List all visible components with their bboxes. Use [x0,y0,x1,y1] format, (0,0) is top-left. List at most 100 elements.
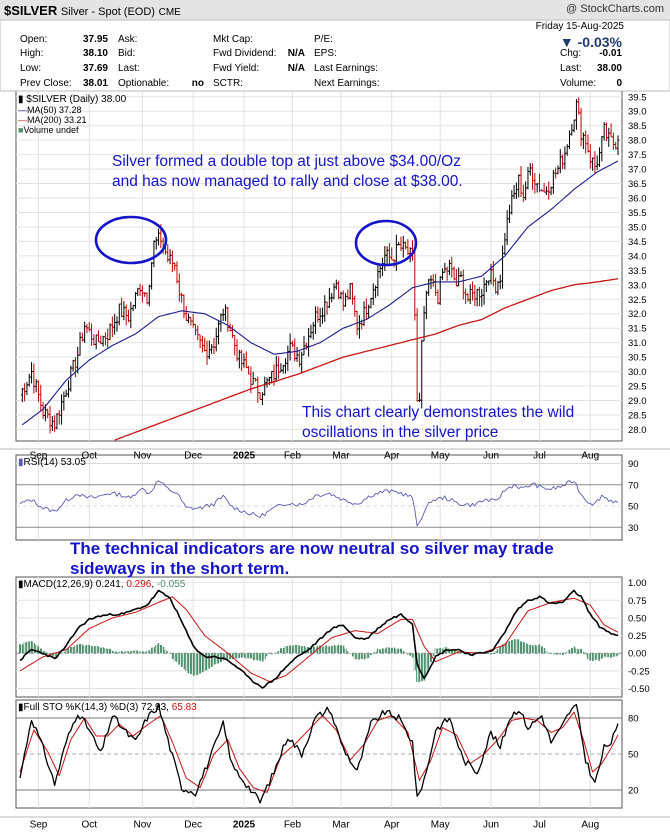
macd-tick-label: 0.25 [628,631,647,642]
macd-histogram-bar [321,646,324,654]
macd-histogram-bar [252,653,255,661]
macd-icon: ▮ [18,579,24,590]
earnings-label: EPS: [314,48,337,59]
fundamental-value: N/A [287,63,305,74]
rsi-line [19,480,619,527]
macd-histogram-bar [404,652,407,654]
macd-histogram-bar [28,641,31,654]
macd-histogram-bar [178,653,181,665]
macd-histogram-bar [427,653,430,669]
macd-histogram-bar [369,653,373,655]
macd-histogram-bar [614,653,617,657]
macd-histogram-bar [134,650,137,654]
macd-histogram-bar [118,651,121,654]
macd-histogram-bar [563,653,566,654]
month-tick-label: Jun [483,450,499,461]
macd-histogram-bar [238,653,241,658]
macd-histogram-bar [35,644,38,654]
macd-histogram-bar [346,651,349,654]
price-tick-label: 34.0 [628,251,647,262]
volume-legend: Volume undef [23,125,79,135]
macd-histogram-bar [92,646,95,654]
price-tick-label: 31.0 [628,338,647,349]
macd-histogram-bar [152,647,156,654]
change-down-icon: ▼ [559,34,574,50]
macd-histogram-bar [222,653,225,661]
macd-histogram-bar [554,653,557,655]
price-legend-icon: ▮ [18,94,24,105]
month-tick-label: Dec [184,450,202,461]
macd-histogram-bar [589,653,592,661]
price-tick-label: 35.0 [628,222,647,233]
macd-histogram-bar [342,645,345,654]
price-tick-label: 35.5 [628,208,647,219]
macd-histogram-bar [365,653,368,659]
macd-histogram-bar [201,653,204,673]
annotation-top-line1: Silver formed a double top at just above… [112,153,461,170]
month-tick-label: Jul [533,450,546,461]
macd-histogram-bar [32,643,35,654]
month-tick-label: Aug [581,450,599,461]
macd-histogram-bar [351,653,354,657]
macd-hist-value: -0.055 [156,579,186,590]
macd-histogram-bar [164,649,167,654]
macd-histogram-bar [575,648,578,654]
month-tick-label: Sep [30,819,48,830]
month-tick-label: Apr [384,450,400,461]
macd-histogram-bar [150,647,153,654]
macd-histogram-bar [494,650,497,654]
macd-histogram-bar [268,653,271,654]
quote2-value: no [191,78,204,89]
macd-histogram-bar [256,653,259,661]
macd-histogram-bar [540,646,543,654]
macd-histogram-bar [513,639,516,654]
annotation-bottom-line2: oscillations in the silver price [302,424,499,441]
macd-histogram-bar [226,653,229,660]
macd-histogram-bar [139,651,142,654]
macd-histogram-bar [143,651,146,654]
macd-histogram-bar [520,641,523,654]
macd-histogram-bar [240,653,243,658]
macd-histogram-bar [386,647,389,654]
macd-histogram-bar [586,653,590,660]
price-tick-label: 28.0 [628,425,647,436]
rsi-title: RSI(14) 53.05 [23,457,86,468]
macd-histogram-bar [556,653,560,655]
month-tick-label: Nov [133,819,151,830]
macd-histogram-bar [187,653,190,674]
macd-histogram-bar [83,645,86,654]
macd-histogram-bar [88,644,91,654]
quote2-label: Optionable: [118,78,170,89]
macd-histogram-bar [395,649,398,654]
macd-histogram-bar [552,653,555,655]
quote-value: 37.95 [82,34,108,45]
macd-histogram-bar [420,653,423,682]
macd-histogram-bar [203,653,206,671]
macd-tick-label: 1.00 [628,578,647,589]
ma200-line [114,278,619,441]
macd-histogram-bar [584,653,587,655]
macd-histogram-bar [543,648,546,654]
macd-histogram-bar [515,639,518,654]
macd-histogram-bar [212,653,216,665]
macd-histogram-bar [95,645,98,654]
macd-histogram-bar [312,646,315,654]
quote-date: Friday 15-Aug-2025 [535,21,624,32]
macd-histogram-bar [159,644,162,654]
macd-histogram-bar [254,653,257,661]
macd-histogram-bar [275,652,278,654]
macd-histogram-bar [411,653,414,658]
macd-histogram-bar [600,653,603,659]
macd-histogram-bar [506,641,509,654]
macd-histogram-bar [388,647,391,654]
macd-histogram-bar [598,653,601,661]
quote2-label: Last: [118,63,140,74]
macd-histogram-bar [196,653,199,675]
macd-histogram-bar [344,648,347,654]
macd-histogram-bar [104,648,107,654]
macd-tick-label: 0.50 [628,613,647,624]
macd-histogram-bar [90,646,93,654]
macd-histogram-bar [453,649,456,654]
rsi-tick-label: 50 [628,502,639,513]
macd-histogram-bar [305,647,308,654]
